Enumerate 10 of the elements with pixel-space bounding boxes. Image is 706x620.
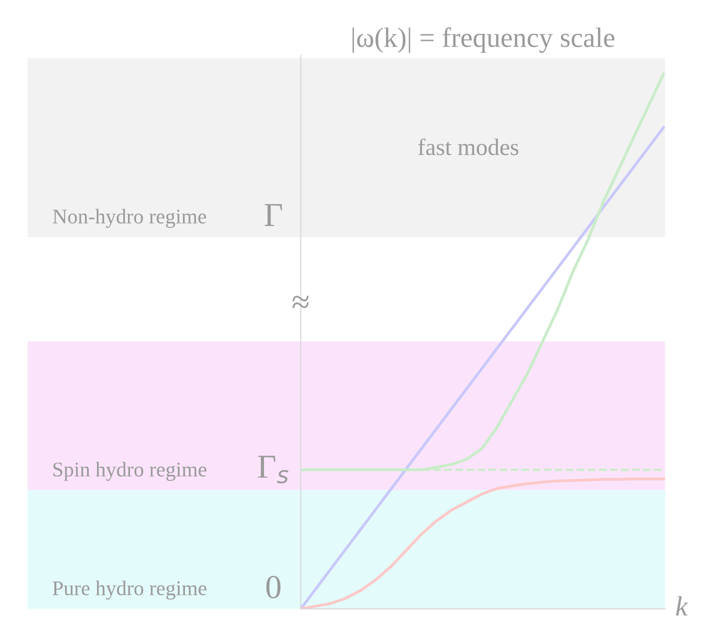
band-label: Non-hydro regime	[52, 208, 206, 228]
ref-line-label: Γ$_{s}$	[258, 456, 288, 484]
text: Γ	[264, 204, 282, 226]
band-label: Spin hydro regime	[53, 462, 206, 481]
chart-title: |ω(k)| = frequency scale	[352, 27, 614, 53]
x-axis-title: k	[676, 596, 688, 616]
text: 0	[266, 576, 280, 598]
band-label: Pure hydro regime	[52, 580, 206, 600]
annotation: ≈	[292, 296, 309, 308]
annotation: fast modes	[418, 138, 518, 156]
